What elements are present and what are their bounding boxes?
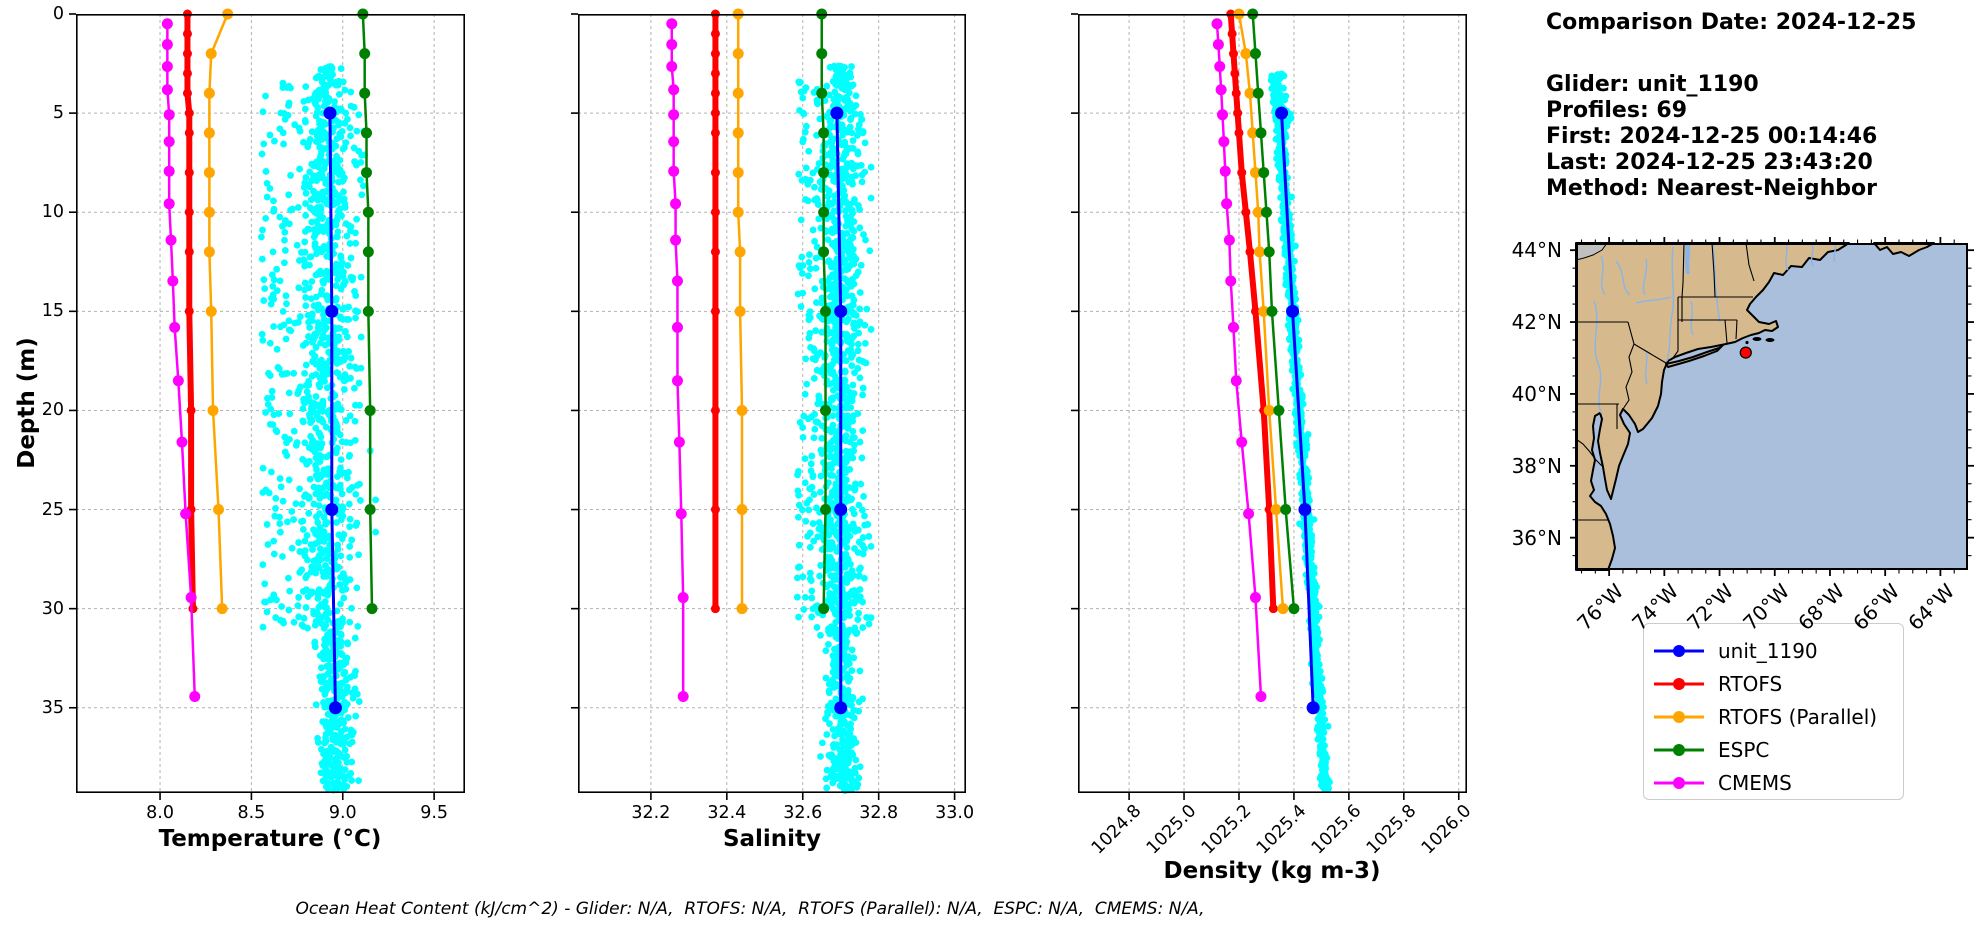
marthas-vineyard-island bbox=[1752, 337, 1762, 341]
location-map bbox=[1570, 237, 1974, 576]
legend-entry-rtofs-parallel-: RTOFS (Parallel) bbox=[1652, 700, 1903, 733]
x-tick-label: 32.4 bbox=[707, 803, 747, 823]
map-lat-tick-label: 42°N bbox=[1511, 310, 1562, 335]
salinity-axis-label: Salinity bbox=[722, 826, 822, 852]
y-tick-label: 30 bbox=[41, 598, 64, 619]
legend-label: CMEMS bbox=[1718, 770, 1792, 795]
x-tick-label: 9.0 bbox=[328, 803, 357, 823]
scatter-cloud bbox=[793, 62, 875, 794]
profiles-count-text: Profiles: 69 bbox=[1546, 98, 1688, 123]
method-text: Method: Nearest-Neighbor bbox=[1546, 176, 1877, 201]
temperature-plot bbox=[69, 8, 465, 800]
legend-label: unit_1190 bbox=[1718, 638, 1818, 663]
y-tick-label: 15 bbox=[41, 301, 64, 322]
x-tick-label: 32.6 bbox=[783, 803, 823, 823]
rivers bbox=[1593, 242, 1837, 414]
legend-line-icon bbox=[1654, 710, 1704, 723]
coastline-land bbox=[1575, 242, 1850, 571]
salinity-plot bbox=[571, 8, 966, 800]
series-RTOFS (Parallel) bbox=[1233, 8, 1289, 615]
x-tick-label: 32.2 bbox=[631, 803, 671, 823]
legend-line-icon bbox=[1654, 677, 1704, 690]
series-RTOFS bbox=[182, 9, 198, 614]
series-RTOFS bbox=[710, 9, 720, 614]
comparison-date-text: Comparison Date: 2024-12-25 bbox=[1546, 10, 1917, 35]
temperature-axis-label: Temperature (°C) bbox=[158, 826, 382, 852]
legend-label: RTOFS (Parallel) bbox=[1718, 704, 1878, 729]
series-ESPC bbox=[816, 8, 832, 615]
plot-spines bbox=[76, 14, 465, 794]
long-island bbox=[1665, 344, 1724, 368]
map-lat-tick-label: 38°N bbox=[1511, 453, 1562, 478]
density-axis-label: Density (kg m-3) bbox=[1163, 858, 1381, 884]
legend-entry-rtofs: RTOFS bbox=[1652, 667, 1903, 700]
series-CMEMS bbox=[161, 18, 201, 702]
state-borders bbox=[1575, 242, 1755, 521]
ocean-heat-content-footer: Ocean Heat Content (kJ/cm^2) - Glider: N… bbox=[295, 899, 1205, 919]
y-tick-label: 10 bbox=[41, 202, 64, 223]
legend-label: RTOFS bbox=[1718, 671, 1783, 696]
series-RTOFS (Parallel) bbox=[732, 8, 748, 615]
series-unit_1190 bbox=[830, 106, 848, 715]
x-tick-label: 8.5 bbox=[237, 803, 266, 823]
map-lat-tick-label: 40°N bbox=[1511, 381, 1562, 406]
first-time-text: First: 2024-12-25 00:14:46 bbox=[1546, 124, 1878, 149]
info-panel: Comparison Date: 2024-12-25 Glider: unit… bbox=[1546, 10, 1916, 202]
legend-entry-espc: ESPC bbox=[1652, 733, 1903, 766]
x-tick-label: 8.0 bbox=[146, 803, 174, 823]
y-tick-label: 35 bbox=[41, 697, 64, 718]
glider-location-marker bbox=[1739, 346, 1752, 359]
glider-name-text: Glider: unit_1190 bbox=[1546, 72, 1759, 97]
density-plot bbox=[1071, 8, 1467, 800]
series-ESPC bbox=[357, 8, 378, 615]
legend-line-icon bbox=[1654, 776, 1704, 789]
x-tick-label: 33.0 bbox=[935, 803, 975, 823]
series-unit_1190 bbox=[323, 106, 342, 715]
map-canvas bbox=[1570, 237, 1974, 576]
y-tick-label: 5 bbox=[52, 103, 64, 124]
x-tick-label: 9.5 bbox=[420, 803, 449, 823]
plot-spines bbox=[1078, 14, 1467, 794]
x-tick-label: 32.8 bbox=[859, 803, 899, 823]
legend-line-icon bbox=[1654, 644, 1704, 657]
legend-entry-cmems: CMEMS bbox=[1652, 766, 1903, 799]
legend: unit_1190 RTOFS RTOFS (Parallel) ESPC CMEMS bbox=[1643, 623, 1904, 800]
map-lat-tick-label: 36°N bbox=[1511, 525, 1562, 550]
series-unit_1190 bbox=[1275, 106, 1320, 715]
lake-champlain bbox=[1685, 243, 1691, 274]
series-RTOFS (Parallel) bbox=[203, 8, 234, 615]
y-tick-label: 20 bbox=[41, 400, 64, 421]
block-island bbox=[1745, 340, 1749, 345]
y-tick-label: 25 bbox=[41, 499, 64, 520]
series-ESPC bbox=[1247, 8, 1300, 615]
map-ticks bbox=[1570, 237, 1974, 576]
series-CMEMS bbox=[666, 18, 689, 702]
legend-line-icon bbox=[1654, 743, 1704, 756]
plot-spines bbox=[578, 14, 966, 794]
nantucket-island bbox=[1765, 338, 1775, 342]
legend-label: ESPC bbox=[1718, 737, 1770, 762]
series-CMEMS bbox=[1211, 18, 1267, 702]
map-lat-tick-label: 44°N bbox=[1511, 238, 1562, 263]
last-time-text: Last: 2024-12-25 23:43:20 bbox=[1546, 150, 1873, 175]
y-tick-label: 0 bbox=[52, 4, 64, 24]
legend-entry-unit-1190: unit_1190 bbox=[1652, 634, 1903, 667]
series-RTOFS bbox=[1226, 9, 1278, 614]
map-frame bbox=[1576, 243, 1968, 570]
